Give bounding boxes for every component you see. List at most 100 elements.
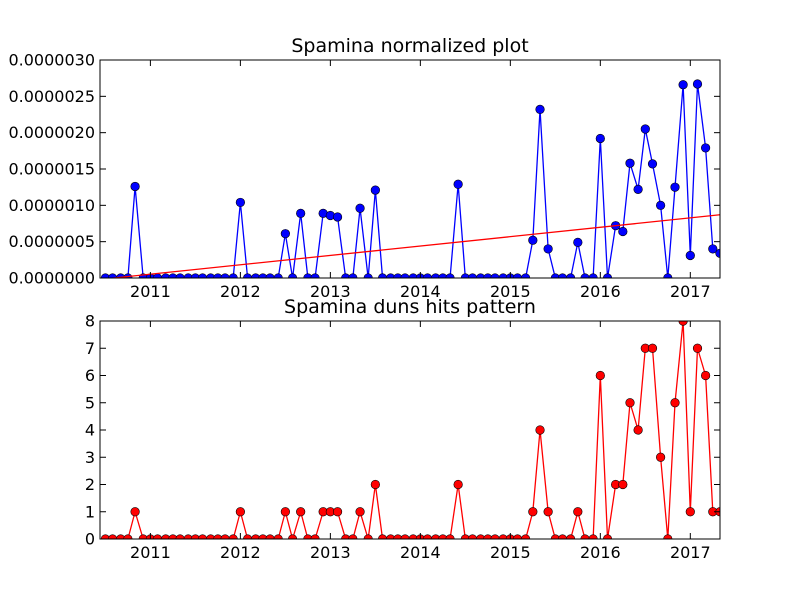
bottom-x-tick-label: 2015 (490, 543, 531, 562)
top-x-tick-label: 2013 (310, 282, 351, 301)
bottom-data-point (168, 534, 178, 539)
top-data-point (656, 200, 666, 210)
top-axes-frame (99, 59, 721, 279)
top-data-point (483, 273, 493, 278)
top-data-point (422, 273, 433, 278)
top-data-point (476, 273, 486, 278)
top-x-tick-label: 2017 (670, 282, 711, 301)
bottom-data-point (685, 507, 695, 517)
bottom-data-point (296, 507, 306, 517)
bottom-series-line (105, 321, 720, 539)
top-data-point (588, 273, 598, 278)
bottom-data-point (656, 452, 666, 462)
bottom-data-point (400, 534, 410, 539)
bottom-y-tick-label: 6 (85, 366, 95, 385)
top-data-point (438, 273, 448, 278)
top-data-point (602, 273, 613, 278)
bottom-data-point (625, 398, 635, 408)
bottom-data (100, 321, 720, 539)
bottom-data-point (108, 534, 118, 539)
bottom-data-point (498, 534, 508, 539)
top-data-point (332, 212, 343, 222)
bottom-data-point (206, 534, 216, 539)
bottom-data-point (310, 534, 320, 539)
top-data-point (618, 226, 628, 237)
bottom-data-point (521, 534, 531, 539)
top-data-point (190, 273, 200, 278)
top-data-point (670, 182, 680, 192)
bottom-data-point (618, 479, 628, 490)
bottom-data-point (228, 534, 238, 539)
top-data-point (386, 273, 396, 278)
bottom-x-tick-label: 2011 (130, 543, 171, 562)
bottom-data-point (543, 507, 553, 517)
top-data-point (685, 250, 695, 261)
bottom-data-point (116, 534, 126, 539)
bottom-data-point (595, 370, 605, 381)
top-data-point (130, 181, 140, 192)
top-data-point (535, 104, 545, 115)
top-x-tick-label: 2011 (130, 282, 171, 301)
bottom-data-point (348, 534, 358, 539)
top-data-point (280, 229, 290, 239)
bottom-y-tick-label: 7 (85, 339, 95, 358)
bottom-data-point (303, 534, 313, 539)
bottom-data-point (647, 343, 658, 353)
bottom-data-point (287, 534, 298, 539)
top-data-point (206, 273, 216, 278)
top-data-point (692, 79, 703, 89)
top-data-point (258, 273, 268, 278)
bottom-data-point (573, 507, 583, 517)
top-data-point (393, 273, 403, 278)
top-data-point (595, 133, 605, 144)
bottom-data-point (588, 534, 598, 539)
top-data-point (400, 273, 410, 278)
bottom-panel: Spamina duns hits pattern 0 1 2 3 4 5 6 7 8 2011 20… (85, 296, 721, 562)
top-data-point (498, 273, 508, 278)
bottom-data-point (370, 479, 380, 490)
top-data-point (168, 273, 178, 278)
bottom-data-point (363, 534, 373, 539)
bottom-data-point (557, 534, 568, 539)
bottom-data-point (633, 425, 643, 435)
bottom-data-point (700, 370, 711, 381)
bottom-data-point (580, 534, 590, 539)
bottom-data-point (242, 534, 253, 539)
bottom-data-point (431, 534, 441, 539)
top-data-point (408, 273, 418, 278)
bottom-data-point (190, 534, 200, 539)
top-data-point (370, 185, 380, 195)
top-y-tick-label: 0.0000015 (8, 160, 95, 179)
bottom-data-point (453, 479, 463, 490)
top-y-tick-label: 0.0000030 (8, 51, 95, 70)
top-data-point (700, 143, 711, 153)
bottom-data-point (512, 534, 523, 539)
bottom-data-point (670, 398, 680, 408)
bottom-data-point (476, 534, 486, 539)
bottom-data-point (161, 534, 171, 539)
bottom-data-point (251, 534, 261, 539)
top-panel: Spamina normalized plot 0.0000000 0.000000… (8, 35, 721, 301)
bottom-data-point (377, 534, 388, 539)
bottom-data-point (197, 534, 208, 539)
bottom-data-point (130, 507, 140, 517)
bottom-data-point (175, 534, 185, 539)
top-data-point (467, 273, 478, 278)
bottom-y-tick-label: 4 (85, 421, 95, 440)
bottom-x-tick-label: 2014 (400, 543, 441, 562)
bottom-data-point (273, 534, 283, 539)
top-data-point (580, 273, 590, 278)
top-data-point (242, 273, 253, 278)
bottom-x-tick-label: 2012 (220, 543, 261, 562)
bottom-data-point (258, 534, 268, 539)
bottom-data-point (483, 534, 493, 539)
top-data-point (445, 273, 455, 278)
top-data-point (708, 244, 718, 254)
top-data-point (647, 159, 658, 169)
top-data-point (663, 273, 673, 278)
top-data-point (550, 273, 560, 278)
top-data-point (573, 237, 583, 247)
top-data-point (490, 273, 500, 278)
bottom-x-tick-label: 2016 (580, 543, 621, 562)
